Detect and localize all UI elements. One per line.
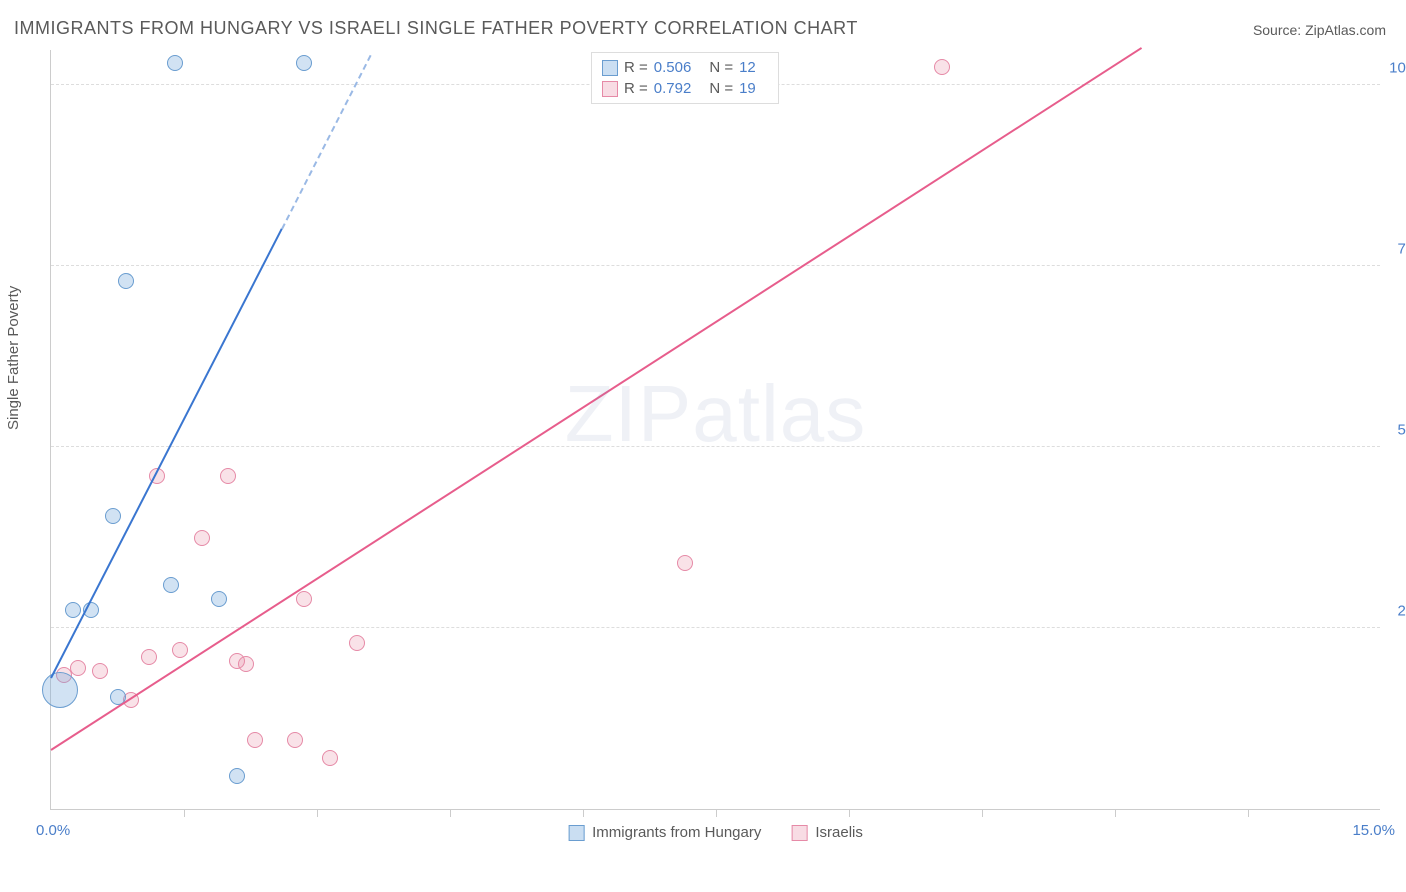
x-tick [716, 809, 717, 817]
r-label: R = [624, 80, 648, 97]
swatch-pink-icon [602, 81, 618, 97]
n-label: N = [709, 80, 733, 97]
y-tick-label: 100.0% [1389, 60, 1406, 77]
x-tick [450, 809, 451, 817]
data-point [677, 555, 693, 571]
data-point [163, 577, 179, 593]
legend-item-pink: Israelis [791, 824, 863, 841]
data-point [247, 732, 263, 748]
series-legend: Immigrants from Hungary Israelis [568, 824, 863, 841]
y-axis-label: Single Father Poverty [5, 286, 22, 430]
n-value-pink: 19 [739, 80, 756, 97]
swatch-pink-icon [791, 825, 807, 841]
r-value-blue: 0.506 [654, 59, 692, 76]
y-tick-label: 75.0% [1397, 241, 1406, 258]
legend-row-pink: R = 0.792 N = 19 [602, 78, 768, 99]
r-value-pink: 0.792 [654, 80, 692, 97]
chart-title: IMMIGRANTS FROM HUNGARY VS ISRAELI SINGL… [14, 18, 858, 39]
trendline-blue [50, 229, 282, 679]
y-tick-label: 25.0% [1397, 603, 1406, 620]
n-value-blue: 12 [739, 59, 756, 76]
legend-label-pink: Israelis [815, 824, 863, 841]
data-point [238, 656, 254, 672]
data-point [141, 649, 157, 665]
swatch-blue-icon [568, 825, 584, 841]
data-point [172, 642, 188, 658]
data-point [296, 55, 312, 71]
x-tick [583, 809, 584, 817]
x-tick [1115, 809, 1116, 817]
x-tick [317, 809, 318, 817]
chart-area: ZIPatlas 25.0%50.0%75.0%100.0% 0.0% 15.0… [50, 50, 1380, 810]
x-axis-max-label: 15.0% [1352, 822, 1395, 839]
swatch-blue-icon [602, 60, 618, 76]
trendline-blue-dashed [281, 55, 371, 230]
data-point [220, 468, 236, 484]
gridline [51, 446, 1380, 447]
y-tick-label: 50.0% [1397, 422, 1406, 439]
x-tick [982, 809, 983, 817]
x-tick [849, 809, 850, 817]
gridline [51, 265, 1380, 266]
data-point [934, 59, 950, 75]
data-point [287, 732, 303, 748]
data-point [296, 591, 312, 607]
data-point [167, 55, 183, 71]
data-point [229, 768, 245, 784]
data-point [105, 508, 121, 524]
trendline-pink [50, 47, 1142, 751]
data-point [194, 530, 210, 546]
x-tick [1248, 809, 1249, 817]
x-axis-min-label: 0.0% [36, 822, 70, 839]
legend-label-blue: Immigrants from Hungary [592, 824, 761, 841]
legend-item-blue: Immigrants from Hungary [568, 824, 761, 841]
data-point [349, 635, 365, 651]
data-point [42, 672, 78, 708]
data-point [322, 750, 338, 766]
data-point [65, 602, 81, 618]
r-label: R = [624, 59, 648, 76]
gridline [51, 627, 1380, 628]
data-point [70, 660, 86, 676]
data-point [92, 663, 108, 679]
data-point [118, 273, 134, 289]
data-point [211, 591, 227, 607]
correlation-legend: R = 0.506 N = 12 R = 0.792 N = 19 [591, 52, 779, 104]
n-label: N = [709, 59, 733, 76]
source-label: Source: ZipAtlas.com [1253, 22, 1386, 38]
legend-row-blue: R = 0.506 N = 12 [602, 57, 768, 78]
x-tick [184, 809, 185, 817]
